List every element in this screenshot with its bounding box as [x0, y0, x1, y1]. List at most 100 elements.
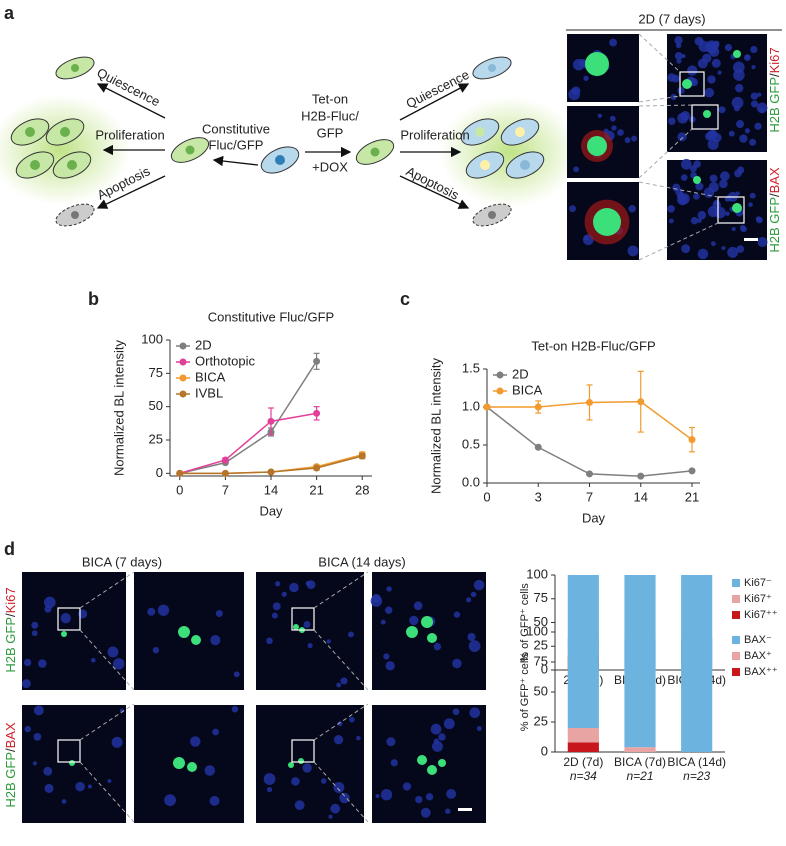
nucleus: [707, 138, 719, 150]
legend-label: BAX⁺: [744, 650, 772, 662]
nucleus: [215, 609, 223, 618]
y-tick-label: 1.5: [462, 360, 480, 375]
nucleus: [677, 86, 685, 95]
nucleus: [33, 732, 42, 741]
nucleus: [390, 759, 398, 767]
bar-segment: [681, 638, 713, 752]
nucleus: [628, 204, 636, 213]
nucleus: [680, 174, 688, 181]
nucleus: [356, 735, 361, 741]
legend-swatch: [732, 652, 740, 660]
point: [267, 468, 275, 476]
bar-segment: [567, 638, 599, 728]
nucleus: [44, 596, 56, 609]
nucleus: [719, 179, 728, 189]
legend-marker: [179, 358, 187, 366]
x-tick-label: 14: [264, 482, 278, 497]
nucleus: [111, 736, 123, 748]
arrow: [96, 83, 166, 119]
x-tick-label: 21: [685, 489, 699, 504]
legend-label: Orthotopic: [195, 353, 255, 368]
nucleus: [674, 36, 683, 45]
nucleus: [233, 671, 240, 678]
nucleus: [380, 619, 386, 625]
nucleus: [272, 602, 281, 611]
nucleus: [759, 107, 765, 114]
nucleus: [75, 781, 85, 792]
y-tick-label: 50: [534, 683, 548, 698]
stain-label: H2B GFP/BAX: [3, 722, 18, 808]
nucleus: [677, 132, 687, 142]
nucleus-gfp: [178, 626, 190, 638]
point: [313, 357, 321, 365]
nucleus: [631, 135, 638, 142]
nucleus: [736, 245, 745, 253]
stain-label: H2B GFP/BAX: [767, 167, 782, 253]
y-tick-label: 100: [526, 623, 548, 638]
point: [313, 409, 321, 417]
nucleus: [751, 64, 756, 70]
nucleus: [61, 799, 67, 804]
nucleus: [21, 679, 31, 689]
nucleus: [731, 227, 736, 232]
nucleus: [757, 237, 768, 248]
nucleus: [275, 581, 281, 587]
nucleus: [409, 615, 419, 626]
nucleus-gfp: [593, 208, 621, 236]
nucleus-gfp: [427, 633, 437, 643]
bar-segment: [567, 742, 599, 752]
construct-label: Tet-on: [312, 91, 348, 106]
fate-label: Proliferation: [95, 127, 164, 142]
nucleus: [386, 737, 396, 747]
y-tick-label: 1.0: [462, 398, 480, 413]
n-label: n=34: [570, 769, 597, 783]
line-chart: Tet-on H2B-Fluc/GFP Day Normalized BL inte…: [428, 338, 700, 525]
nucleus: [667, 117, 676, 125]
bar-chart: % of GFP⁺ cells 0 25 50 75 100 2D (7d)n=34 BICA…: [519, 623, 778, 783]
micrograph: [256, 705, 364, 823]
nucleus: [611, 125, 617, 131]
zoom-line: [638, 128, 693, 179]
nucleus-gfp: [585, 52, 609, 76]
legend-marker: [496, 387, 504, 395]
nucleus: [681, 158, 692, 170]
arrow: [399, 175, 470, 209]
nucleus: [697, 218, 702, 223]
nucleus: [415, 795, 423, 804]
nucleus: [43, 766, 53, 776]
micrographs: 2D (7 days) H2B GFP/Ki67 H2B GFP/BAX: [566, 11, 782, 261]
nucleus: [303, 620, 311, 629]
legend-swatch: [732, 636, 740, 644]
nucleus: [573, 166, 580, 173]
nucleus-gfp: [693, 176, 701, 184]
nucleus: [340, 677, 348, 685]
point: [483, 403, 491, 411]
y-tick-label: 0: [541, 661, 548, 676]
zoom-line: [638, 222, 719, 261]
nucleus-gfp: [733, 50, 741, 58]
legend-label: BICA: [195, 369, 226, 384]
nucleus: [281, 591, 287, 597]
nucleus: [469, 707, 481, 719]
legend-marker: [496, 371, 504, 379]
nucleus-gfp: [587, 136, 607, 156]
nucleus: [266, 786, 273, 793]
point: [176, 469, 184, 477]
legend-swatch: [732, 611, 740, 619]
nucleus: [60, 613, 71, 624]
point: [358, 452, 366, 460]
nucleus: [748, 202, 753, 207]
nucleus: [107, 778, 112, 784]
nucleus: [749, 138, 757, 146]
legend-marker: [179, 390, 187, 398]
nucleus: [750, 92, 759, 100]
n-label: n=21: [626, 769, 653, 783]
nucleus: [731, 96, 744, 109]
point: [221, 456, 229, 464]
nucleus: [617, 129, 624, 136]
y-tick-label: 100: [526, 566, 548, 581]
y-axis-title: % of GFP⁺ cells: [519, 652, 531, 731]
nucleus: [583, 75, 589, 81]
y-tick-label: 50: [534, 614, 548, 629]
